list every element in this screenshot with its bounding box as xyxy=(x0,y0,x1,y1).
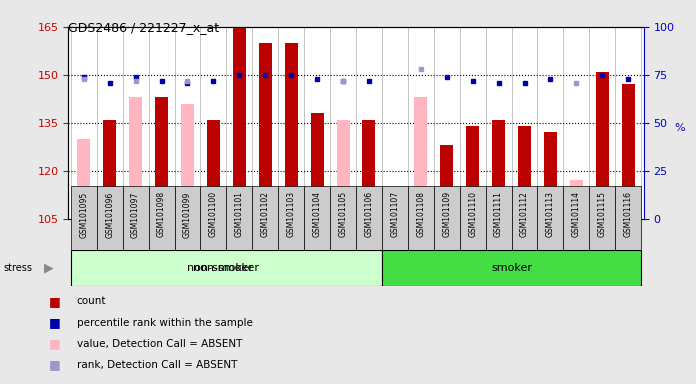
Bar xyxy=(382,250,641,286)
Bar xyxy=(233,27,246,219)
Text: GSM101099: GSM101099 xyxy=(183,191,192,238)
Text: GSM101108: GSM101108 xyxy=(416,191,425,237)
Text: rank, Detection Call = ABSENT: rank, Detection Call = ABSENT xyxy=(77,360,237,370)
Bar xyxy=(330,186,356,250)
Bar xyxy=(486,186,512,250)
Text: percentile rank within the sample: percentile rank within the sample xyxy=(77,318,253,328)
Bar xyxy=(570,180,583,219)
Bar xyxy=(103,120,116,219)
Bar xyxy=(71,186,97,250)
Bar xyxy=(122,186,148,250)
Bar xyxy=(77,139,90,219)
Bar xyxy=(207,120,220,219)
Text: GSM101097: GSM101097 xyxy=(131,191,140,238)
Text: value, Detection Call = ABSENT: value, Detection Call = ABSENT xyxy=(77,339,242,349)
Text: GSM101101: GSM101101 xyxy=(235,191,244,237)
Text: GSM101104: GSM101104 xyxy=(313,191,322,237)
Bar xyxy=(181,104,194,219)
Bar xyxy=(466,126,479,219)
Bar xyxy=(278,186,304,250)
Text: GSM101114: GSM101114 xyxy=(572,191,581,237)
Bar xyxy=(155,97,168,219)
Bar xyxy=(388,212,402,219)
Bar xyxy=(148,186,175,250)
Text: ▶: ▶ xyxy=(44,262,54,274)
Y-axis label: %: % xyxy=(674,123,686,133)
Text: GSM101109: GSM101109 xyxy=(442,191,451,237)
Bar xyxy=(175,186,200,250)
Text: GSM101116: GSM101116 xyxy=(624,191,633,237)
Text: GSM101096: GSM101096 xyxy=(105,191,114,238)
Text: GSM101112: GSM101112 xyxy=(520,191,529,237)
Bar xyxy=(492,120,505,219)
Bar xyxy=(414,97,427,219)
Text: GDS2486 / 221227_x_at: GDS2486 / 221227_x_at xyxy=(68,21,219,34)
Bar xyxy=(596,72,609,219)
Text: GSM101106: GSM101106 xyxy=(365,191,374,237)
Bar xyxy=(259,43,271,219)
Bar xyxy=(356,186,382,250)
Bar xyxy=(460,186,486,250)
Text: non-smoker: non-smoker xyxy=(193,263,260,273)
Bar xyxy=(97,186,122,250)
Bar xyxy=(337,120,349,219)
Bar xyxy=(408,186,434,250)
Text: GSM101103: GSM101103 xyxy=(287,191,296,237)
Text: GSM101111: GSM101111 xyxy=(494,191,503,237)
Text: ■: ■ xyxy=(49,337,61,350)
Bar xyxy=(71,250,382,286)
Text: GSM101113: GSM101113 xyxy=(546,191,555,237)
Text: ■: ■ xyxy=(49,295,61,308)
Text: ■: ■ xyxy=(49,316,61,329)
Text: GSM101098: GSM101098 xyxy=(157,191,166,237)
Bar xyxy=(590,186,615,250)
Text: GSM101095: GSM101095 xyxy=(79,191,88,238)
Bar xyxy=(544,132,557,219)
Text: GSM101100: GSM101100 xyxy=(209,191,218,237)
Bar xyxy=(518,126,531,219)
Text: smoker: smoker xyxy=(491,263,532,273)
Bar xyxy=(615,186,641,250)
Bar xyxy=(537,186,564,250)
Bar xyxy=(512,186,537,250)
Text: ■: ■ xyxy=(49,358,61,371)
Bar xyxy=(285,43,298,219)
Text: non-smoker: non-smoker xyxy=(187,263,253,273)
Bar xyxy=(310,113,324,219)
Text: GSM101105: GSM101105 xyxy=(338,191,347,237)
Bar xyxy=(363,120,375,219)
Bar xyxy=(129,97,142,219)
Text: stress: stress xyxy=(3,263,33,273)
Bar xyxy=(304,186,330,250)
Bar xyxy=(441,145,453,219)
Text: GSM101107: GSM101107 xyxy=(390,191,400,237)
Text: GSM101115: GSM101115 xyxy=(598,191,607,237)
Bar xyxy=(622,84,635,219)
Bar xyxy=(252,186,278,250)
Bar xyxy=(564,186,590,250)
Bar xyxy=(226,186,252,250)
Text: GSM101102: GSM101102 xyxy=(261,191,270,237)
Text: count: count xyxy=(77,296,106,306)
Bar xyxy=(434,186,460,250)
Bar xyxy=(200,186,226,250)
Text: GSM101110: GSM101110 xyxy=(468,191,477,237)
Bar xyxy=(382,186,408,250)
